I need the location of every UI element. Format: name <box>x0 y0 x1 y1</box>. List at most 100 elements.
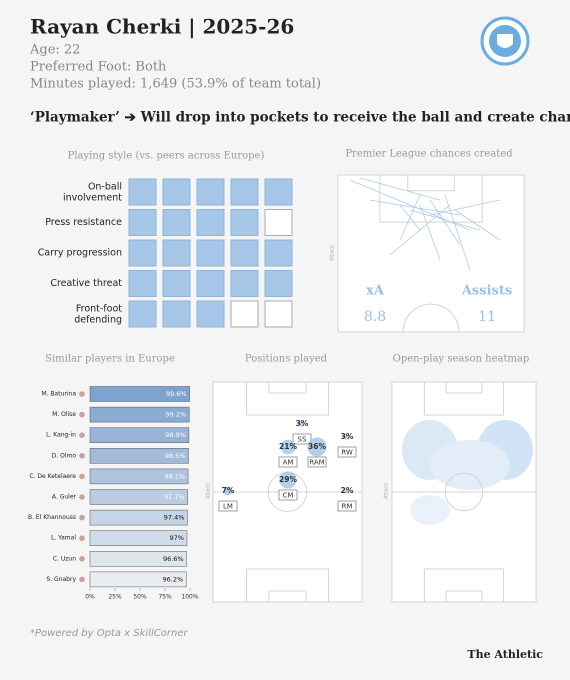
pitch <box>391 381 537 603</box>
position-bubble <box>344 434 350 440</box>
club-icon <box>79 432 85 439</box>
player-name: L. Yamal <box>51 535 76 542</box>
position-tag <box>292 433 312 445</box>
value-label: 97.7% <box>164 493 185 501</box>
style-rating <box>128 300 293 328</box>
chart-title: Positions played <box>245 354 328 365</box>
stat-value: 8.8 <box>364 309 386 325</box>
bar <box>89 571 187 588</box>
rating-square <box>264 178 293 206</box>
stat-label: xA <box>366 284 385 299</box>
player-name: M. Olise <box>52 411 76 418</box>
position-value: 29% <box>279 475 297 484</box>
rating-square <box>128 270 157 297</box>
value-label: 96.6% <box>163 555 184 563</box>
bar <box>89 530 188 546</box>
position-name: AM <box>283 459 294 467</box>
label-line: Front-foot <box>76 303 122 314</box>
position-value: 3% <box>341 432 354 441</box>
footnote: *Powered by Opta x SkillCorner <box>30 628 188 639</box>
stat-value: 11 <box>478 309 496 325</box>
position-bubble <box>299 421 305 427</box>
heat-blobs <box>402 420 533 525</box>
rating-square <box>196 300 225 328</box>
chance-line <box>369 199 461 216</box>
rating-square <box>196 239 225 267</box>
rating-square <box>162 300 191 328</box>
chance-line <box>454 209 501 241</box>
position-value: 7% <box>222 486 235 495</box>
player-name: D. Olmo <box>52 452 77 459</box>
foot: Preferred Foot: Both <box>30 60 167 75</box>
club-icon <box>79 473 85 480</box>
position-tag <box>278 489 298 501</box>
club-icon <box>79 411 85 418</box>
position-bubble <box>280 439 296 455</box>
position-tag <box>307 456 327 468</box>
label-line: defending <box>74 314 122 325</box>
rating-square <box>162 209 191 236</box>
value-label: 98.5% <box>165 452 186 460</box>
rating-square <box>128 209 157 236</box>
rating-square <box>264 209 293 236</box>
rating-square <box>128 178 157 206</box>
x-tick-label: 25% <box>108 594 122 601</box>
style-rating <box>128 178 293 206</box>
position-name: RAM <box>309 459 324 467</box>
value-label: 99.6% <box>166 390 187 398</box>
position-name: CM <box>283 492 294 500</box>
player-name: C. Uzun <box>53 555 76 562</box>
bar <box>89 448 189 464</box>
six-yard-box <box>445 590 483 603</box>
tagline: ‘Playmaker’ ➔ Will drop into pockets to … <box>30 110 570 126</box>
style-rating <box>128 209 293 236</box>
minutes: Minutes played: 1,649 (53.9% of team tot… <box>30 77 321 92</box>
club-icon <box>79 514 85 521</box>
chance-line <box>429 199 501 216</box>
bar <box>89 509 188 526</box>
x-tick-label: 100% <box>181 594 198 601</box>
rating-square <box>196 209 225 236</box>
value-label: 98.1% <box>164 472 185 480</box>
value-label: 96.2% <box>163 575 184 583</box>
position-value: 21% <box>279 442 297 451</box>
rating-square <box>162 239 191 267</box>
chance-line <box>409 209 481 231</box>
position-bubble <box>279 471 297 489</box>
chance-line <box>444 194 471 271</box>
value-label: 97.4% <box>164 514 185 522</box>
value-label: 97% <box>170 534 184 542</box>
chance-line <box>429 199 461 246</box>
rating-square <box>230 300 259 328</box>
chance-lines <box>349 177 501 271</box>
club-icon <box>79 453 85 459</box>
attack-label: Attack <box>330 245 336 261</box>
row-label: Press resistance <box>45 217 122 228</box>
chart-title: Similar players in Europe <box>45 354 175 365</box>
value-label: 99.2% <box>166 411 187 419</box>
stat-label: Assists <box>461 284 512 299</box>
player-name: L. Kang-in <box>46 432 76 439</box>
club-icon <box>79 535 85 541</box>
x-tick-label: 0% <box>85 594 95 601</box>
rating-square <box>128 239 157 267</box>
player-name: A. Guler <box>52 494 77 501</box>
rating-square <box>230 209 259 236</box>
six-yard-box <box>268 381 307 394</box>
player-name: M. Baturina <box>41 391 76 398</box>
bar <box>89 386 190 402</box>
position-name: LM <box>223 503 233 511</box>
position-tag <box>337 500 357 512</box>
value-label: 98.9% <box>165 431 186 439</box>
rating-square <box>230 270 259 297</box>
attack-label: Attack <box>206 483 212 499</box>
row-label: Carry progression <box>38 248 122 259</box>
bar <box>89 406 190 423</box>
rating-square <box>264 239 293 267</box>
position-name: SS <box>298 436 307 444</box>
brand: The Athletic <box>467 648 543 661</box>
club-icon <box>79 494 85 500</box>
bar <box>89 551 187 567</box>
position-tag <box>218 500 238 512</box>
